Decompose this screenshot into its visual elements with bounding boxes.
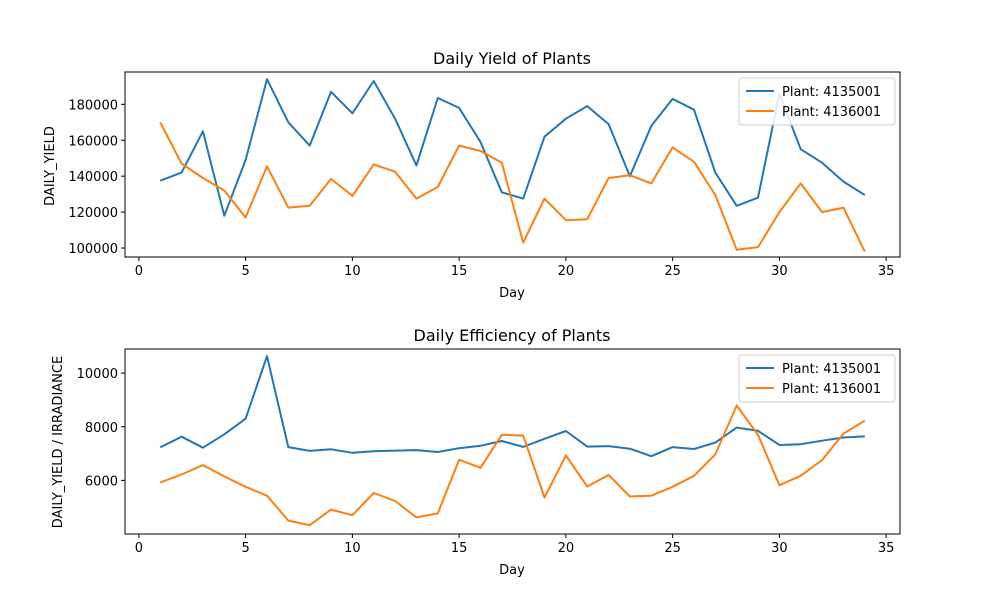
x-tick-label: 20 (558, 264, 575, 279)
y-tick-label: 140000 (68, 170, 118, 185)
x-axis-label: Day (499, 286, 525, 301)
y-tick-label: 160000 (68, 134, 118, 149)
legend-box (738, 77, 896, 126)
y-axis-label: DAILY_YIELD (43, 126, 58, 206)
x-tick-label: 0 (135, 541, 143, 556)
axis-ticks: 0 5 10 15 20 25 30 35 6000 8000 10000 (77, 367, 895, 556)
axis-ticks: 0 5 10 15 20 25 30 35 100000 120000 140000 160000 18… (68, 98, 894, 279)
x-tick-label: 10 (344, 541, 361, 556)
y-tick-label: 120000 (68, 206, 118, 221)
series-line-1 (159, 404, 866, 527)
plot-frame (124, 348, 901, 535)
x-tick-label: 25 (664, 264, 681, 279)
y-axis-label: DAILY_YIELD / IRRADIANCE (51, 356, 66, 528)
x-tick-label: 5 (241, 264, 249, 279)
series-lines (159, 355, 866, 527)
x-tick-label: 35 (878, 264, 895, 279)
chart-title: Daily Efficiency of Plants (414, 326, 611, 345)
x-tick-label: 35 (878, 541, 895, 556)
series-lines (159, 78, 866, 253)
x-tick-label: 10 (344, 264, 361, 279)
x-tick-label: 30 (771, 541, 788, 556)
x-tick-label: 15 (451, 541, 468, 556)
x-tick-label: 20 (558, 541, 575, 556)
legend: Plant: 4135001 Plant: 4136001 (738, 354, 896, 403)
legend: Plant: 4135001 Plant: 4136001 (738, 77, 896, 126)
x-tick-label: 5 (241, 541, 249, 556)
y-tick-label: 6000 (85, 474, 118, 489)
y-tick-label: 180000 (68, 98, 118, 113)
series-line-0 (159, 78, 866, 217)
x-tick-label: 30 (771, 264, 788, 279)
y-tick-label: 100000 (68, 242, 118, 257)
y-tick-label: 8000 (85, 421, 118, 436)
plot-frame (124, 71, 901, 258)
x-tick-label: 0 (135, 264, 143, 279)
daily-yield-chart: Daily Yield of Plants Day DAILY_YIELD 0 5… (43, 49, 901, 301)
legend-label: Plant: 4135001 (782, 362, 881, 377)
y-tick-label: 10000 (77, 367, 118, 382)
x-tick-label: 15 (451, 264, 468, 279)
x-tick-label: 25 (664, 541, 681, 556)
legend-label: Plant: 4136001 (782, 382, 881, 397)
series-line-1 (159, 121, 866, 253)
x-axis-label: Day (499, 563, 525, 578)
legend-box (738, 354, 896, 403)
chart-title: Daily Yield of Plants (433, 49, 591, 68)
series-line-0 (159, 355, 865, 458)
legend-label: Plant: 4136001 (782, 105, 881, 120)
daily-efficiency-chart: Daily Efficiency of Plants Day DAILY_YIE… (51, 326, 901, 578)
legend-label: Plant: 4135001 (782, 85, 881, 100)
